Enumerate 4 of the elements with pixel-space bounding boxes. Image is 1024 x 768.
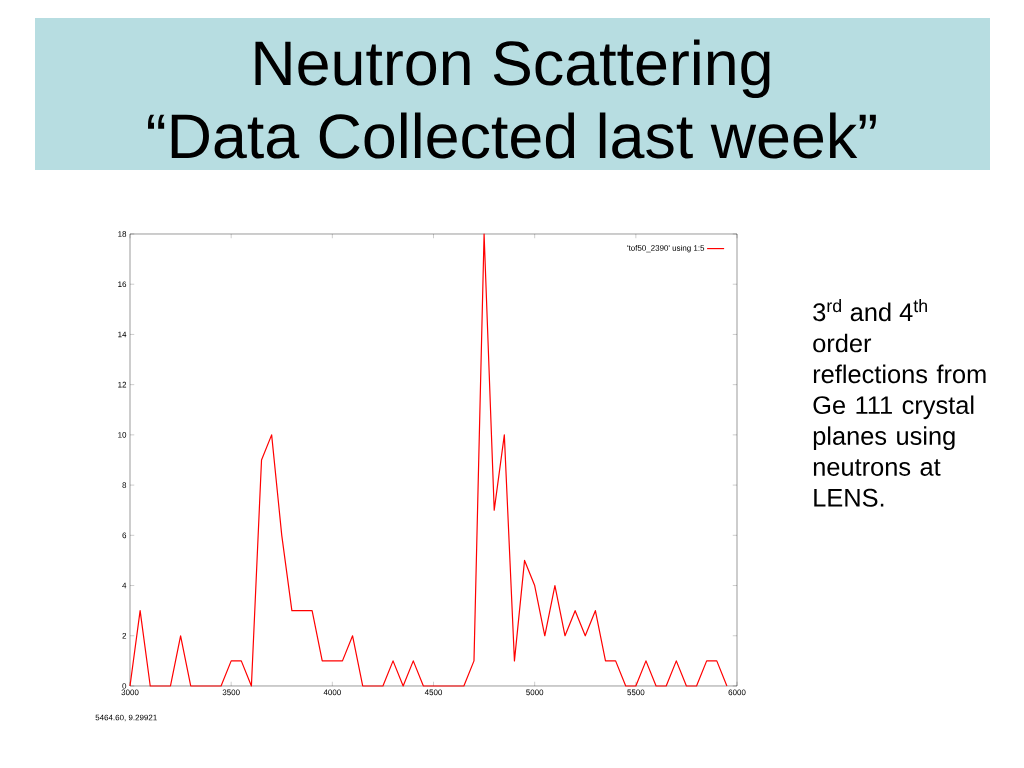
chart-subtitle: “Data Collected last week” xyxy=(148,112,876,159)
text: order reflections from Ge 111 crystal planes using neutrons at LENS. xyxy=(813,333,986,507)
text: 3$^{rd}$ and 4$^{th}$ xyxy=(813,299,927,322)
chart-title: Neutron Scattering xyxy=(255,39,770,99)
